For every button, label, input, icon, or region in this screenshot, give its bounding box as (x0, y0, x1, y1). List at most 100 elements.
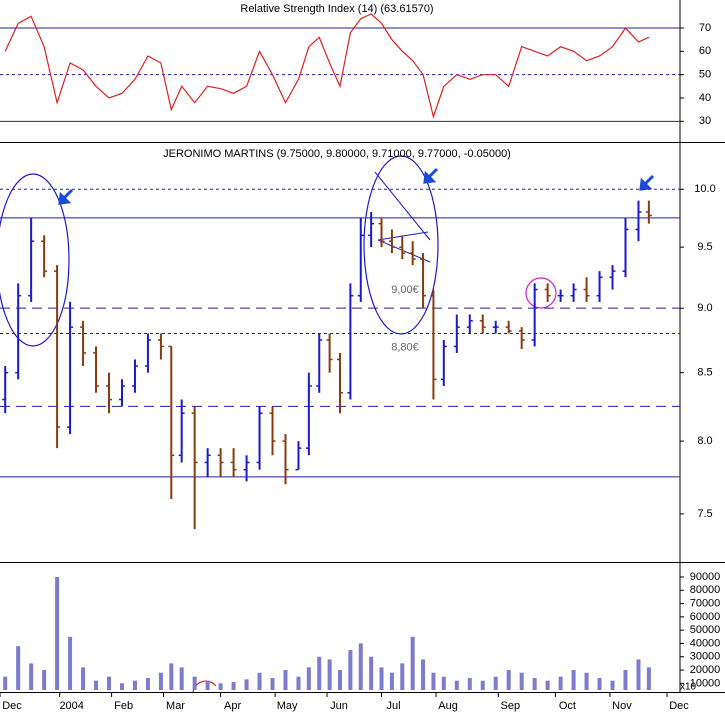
volume-bar (306, 667, 311, 690)
y-tick-label: 9.0 (697, 302, 712, 314)
volume-bar (584, 672, 589, 690)
volume-bar (94, 680, 99, 690)
volume-bar (558, 676, 563, 690)
x-tick-label: Jul (386, 700, 400, 712)
volume-bar (379, 667, 384, 690)
volume-bar (169, 663, 174, 690)
volume-bar (431, 672, 436, 690)
trend-line (374, 171, 431, 241)
volume-bar (545, 680, 550, 690)
volume-bar (179, 667, 184, 690)
unit-label: x10 (680, 682, 697, 693)
volume-bar (257, 672, 262, 690)
y-tick-label: 8.5 (697, 367, 712, 379)
volume-bar (610, 680, 615, 690)
x-tick-label: Apr (224, 700, 241, 712)
y-tick-label: 70000 (690, 597, 721, 609)
volume-bar (205, 680, 210, 690)
volume-bar (132, 680, 137, 690)
volume-bar (348, 650, 353, 690)
volume-bar (158, 672, 163, 690)
panel-title: Relative Strength Index (14) (63.61570) (240, 3, 433, 15)
panel-title: JERONIMO MARTINS (9.75000, 9.80000, 9.71… (163, 148, 511, 160)
volume-bar (636, 659, 641, 690)
volume-bar (646, 667, 651, 690)
volume-bar (597, 678, 602, 690)
volume-bar (231, 682, 236, 690)
y-tick-label: 90000 (690, 571, 721, 583)
volume-bar (480, 680, 485, 690)
volume-bar (454, 680, 459, 690)
x-tick-label: Jun (330, 700, 348, 712)
y-tick-label: 40 (699, 92, 711, 104)
volume-bar (369, 656, 374, 690)
ellipse (0, 173, 70, 347)
volume-bar (29, 663, 34, 690)
volume-bar (493, 676, 498, 690)
level-label: 8,80€ (391, 341, 419, 353)
volume-bar (107, 676, 112, 690)
x-tick-label: Aug (438, 700, 458, 712)
level-label: 9,00€ (391, 284, 419, 296)
volume-bar (145, 678, 150, 690)
y-tick-label: 80000 (690, 584, 721, 596)
volume-bar (358, 643, 363, 690)
volume-bar (317, 656, 322, 690)
y-tick-label: 60000 (690, 611, 721, 623)
rsi-line (4, 13, 650, 119)
volume-bar (519, 672, 524, 690)
y-tick-label: 20000 (690, 664, 721, 676)
volume-bar (571, 670, 576, 690)
ellipse (363, 155, 439, 335)
volume-bar (3, 676, 8, 690)
y-tick-label: 7.5 (697, 508, 712, 520)
volume-bar (532, 678, 537, 690)
volume-bar (81, 667, 86, 690)
volume-bar (327, 659, 332, 690)
volume-bar (400, 663, 405, 690)
y-tick-label: 50 (699, 69, 711, 81)
volume-bar (218, 683, 223, 690)
y-tick-label: 50000 (690, 624, 721, 636)
y-tick-label: 10000 (690, 677, 721, 689)
x-tick-label: Oct (559, 700, 576, 712)
trend-line (377, 239, 431, 263)
y-tick-label: 10.0 (694, 183, 715, 195)
x-tick-label: Dec (2, 700, 22, 712)
volume-bar (244, 679, 249, 690)
volume-bar (506, 670, 511, 690)
volume-bar (389, 672, 394, 690)
y-tick-label: 40000 (690, 637, 721, 649)
volume-bar (42, 670, 47, 690)
arrow (639, 174, 655, 191)
y-tick-label: 70 (699, 22, 711, 34)
volume-bar (467, 678, 472, 690)
volume-bar (410, 636, 415, 690)
x-tick-label: Feb (114, 700, 133, 712)
x-tick-label: 2004 (59, 700, 83, 712)
x-tick-label: Nov (612, 700, 632, 712)
y-tick-label: 60 (699, 45, 711, 57)
volume-bar (421, 659, 426, 690)
arrow (423, 167, 439, 184)
volume-bar (296, 676, 301, 690)
y-tick-label: 9.5 (697, 241, 712, 253)
arrow (58, 188, 74, 205)
volume-bar (55, 576, 60, 690)
y-tick-label: 30000 (690, 651, 721, 663)
volume-bar (623, 670, 628, 690)
x-tick-label: Mar (166, 700, 185, 712)
volume-bar (441, 676, 446, 690)
volume-bar (283, 670, 288, 690)
x-tick-label: Sep (501, 700, 521, 712)
y-tick-label: 30 (699, 115, 711, 127)
volume-bar (338, 670, 342, 690)
x-tick-label: May (277, 700, 298, 712)
volume-bar (16, 646, 21, 690)
volume-bar (68, 636, 73, 690)
x-tick-label: Dec (669, 700, 689, 712)
volume-bar (119, 683, 124, 690)
volume-bar (270, 678, 275, 690)
